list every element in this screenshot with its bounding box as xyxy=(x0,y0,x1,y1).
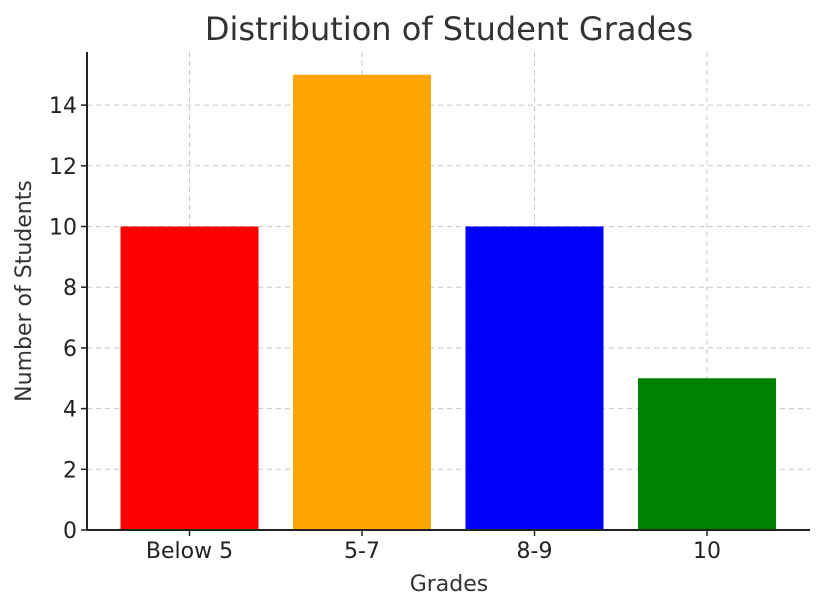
bar-8-9 xyxy=(465,226,604,530)
y-tick-label: 8 xyxy=(63,276,77,301)
y-axis-ticks: 0 2 4 6 8 10 12 14 xyxy=(49,94,87,544)
bar-5-7 xyxy=(293,74,431,530)
bars xyxy=(120,74,776,530)
x-axis-ticks: Below 5 5-7 8-9 10 xyxy=(146,530,721,564)
x-tick-label: 8-9 xyxy=(517,539,553,564)
y-axis-label: Number of Students xyxy=(12,180,37,402)
y-tick-label: 2 xyxy=(63,458,77,483)
y-tick-label: 6 xyxy=(63,337,77,362)
bar-below-5 xyxy=(120,226,259,530)
y-tick-label: 10 xyxy=(49,216,77,241)
y-tick-label: 4 xyxy=(63,398,77,423)
y-tick-label: 12 xyxy=(49,155,77,180)
y-tick-label: 0 xyxy=(63,519,77,544)
x-tick-label: 10 xyxy=(693,539,721,564)
x-axis-label: Grades xyxy=(410,572,489,597)
chart-title: Distribution of Student Grades xyxy=(205,10,693,48)
bar-10 xyxy=(638,378,776,530)
y-tick-label: 14 xyxy=(49,94,77,119)
axes xyxy=(86,52,810,531)
x-tick-label: 5-7 xyxy=(344,539,380,564)
x-tick-label: Below 5 xyxy=(146,539,233,564)
